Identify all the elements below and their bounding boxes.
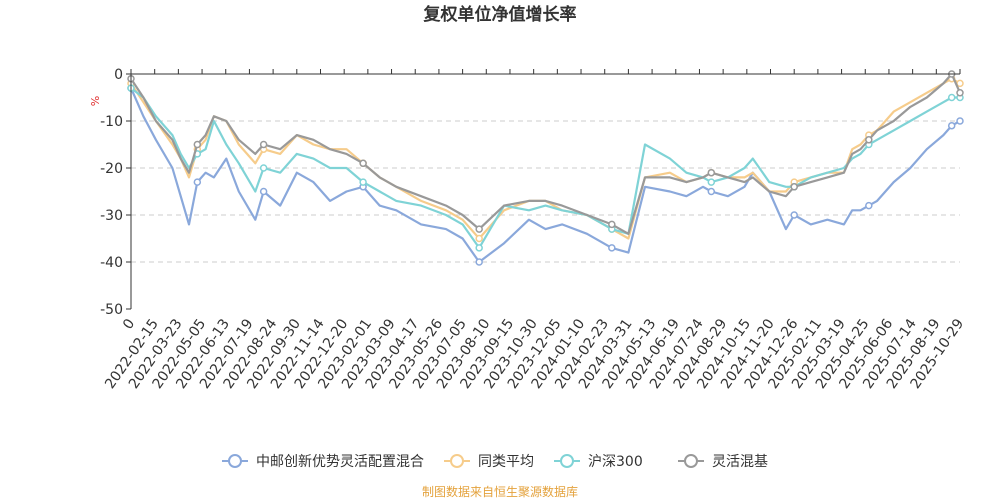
data-point <box>865 201 873 210</box>
data-point <box>475 258 483 266</box>
data-point <box>475 234 483 243</box>
y-tick-label: -30 <box>100 208 123 224</box>
data-point <box>956 89 964 97</box>
data-point <box>947 121 956 130</box>
data-point <box>475 225 483 233</box>
grid-lines <box>131 120 960 263</box>
legend-item[interactable]: 沪深300 <box>554 454 643 470</box>
y-axis-unit-label: % <box>89 96 102 106</box>
data-point <box>259 187 268 196</box>
legend-marker-icon <box>450 454 464 468</box>
data-point <box>707 168 716 177</box>
series-line <box>130 72 962 235</box>
data-point <box>707 178 716 186</box>
legend-label: 中邮创新优势灵活配置混合 <box>256 454 424 470</box>
data-point <box>359 178 367 186</box>
data-point <box>608 244 616 252</box>
legend-label: 同类平均 <box>478 454 534 470</box>
y-tick-label: -40 <box>100 255 123 271</box>
legend-label: 沪深300 <box>588 454 643 470</box>
data-point <box>259 164 268 172</box>
x-tick-label: 0 <box>120 316 138 332</box>
series-3 <box>127 70 964 235</box>
data-point <box>193 140 202 149</box>
data-point <box>475 244 483 252</box>
series-lines <box>127 70 964 266</box>
axes: 0-10-20-30-40-5002022-02-152022-03-23202… <box>100 67 967 392</box>
series-line <box>129 87 961 264</box>
legend-item[interactable]: 同类平均 <box>444 454 534 470</box>
legend[interactable]: 中邮创新优势灵活配置混合 同类平均 沪深300 灵活混基 <box>222 453 768 470</box>
y-tick-label: -20 <box>100 161 123 177</box>
data-source-note: 制图数据来自恒生聚源数据库 <box>422 484 578 499</box>
legend-marker-icon <box>684 454 698 468</box>
data-point <box>947 93 956 102</box>
data-point <box>259 140 268 149</box>
data-point <box>707 187 716 196</box>
legend-marker-icon <box>228 454 242 468</box>
legend-item[interactable]: 中邮创新优势灵活配置混合 <box>222 454 424 470</box>
legend-marker-icon <box>560 454 574 468</box>
data-point <box>790 211 798 219</box>
data-point <box>865 136 873 144</box>
y-tick-label: -50 <box>100 302 123 318</box>
data-point <box>790 183 798 191</box>
data-point <box>608 220 616 229</box>
data-point <box>193 178 202 186</box>
legend-label: 灵活混基 <box>712 453 768 470</box>
legend-item[interactable]: 灵活混基 <box>678 453 768 470</box>
y-tick-label: 0 <box>114 67 123 83</box>
chart-title: 复权单位净值增长率 <box>423 4 577 25</box>
data-point <box>359 159 367 168</box>
data-point <box>956 117 964 125</box>
y-tick-label: -10 <box>100 114 123 130</box>
series-line <box>130 87 960 249</box>
